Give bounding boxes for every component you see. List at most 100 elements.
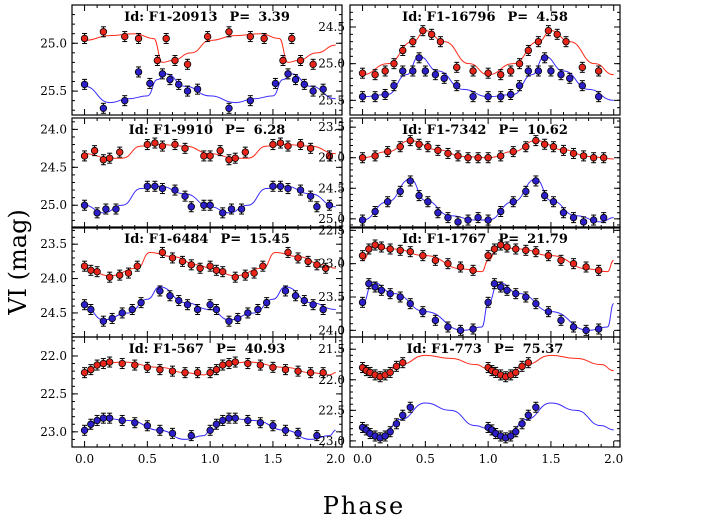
data-point-I: [121, 96, 129, 105]
data-point-I: [569, 213, 578, 222]
data-point-V: [371, 152, 379, 160]
data-point-V: [579, 152, 588, 160]
data-point-V: [469, 67, 477, 75]
data-point-V: [409, 37, 417, 46]
data-point-V: [544, 26, 553, 35]
y-tick-label: 25.5: [318, 93, 345, 107]
panel-period: 40.93: [245, 342, 286, 357]
data-point-V: [390, 59, 398, 68]
panel-title: Id: F1-20913 P= 3.39: [124, 10, 290, 25]
data-point-I: [244, 309, 252, 317]
data-point-V: [80, 34, 89, 43]
data-point-V: [121, 32, 129, 41]
data-point-I: [566, 74, 574, 83]
panel-id: F1-16796: [427, 10, 496, 25]
data-point-V: [396, 143, 404, 151]
data-point-V: [532, 247, 540, 256]
x-tick-label: 1.5: [263, 452, 282, 466]
data-point-V: [549, 143, 558, 151]
data-point-V: [503, 243, 511, 251]
data-point-I: [415, 191, 423, 200]
data-point-V: [309, 60, 317, 69]
data-point-V: [396, 246, 404, 255]
data-point-I: [440, 74, 448, 83]
data-point-I: [594, 92, 603, 101]
y-tick-label: 22.5: [318, 223, 345, 237]
data-point-I: [166, 75, 174, 84]
data-point-V: [225, 28, 233, 36]
y-tick-label: 25.0: [318, 57, 345, 71]
data-point-I: [128, 305, 136, 314]
data-point-V: [284, 142, 292, 150]
panel-period-label: P=: [216, 342, 237, 357]
data-point-V: [183, 60, 192, 69]
data-point-V: [594, 266, 603, 275]
data-point-V: [143, 363, 152, 372]
panel-grid: 25.0 25.5 Id: F1-20913 P= 3.39 24.5 25.0 25.5 Id…: [40, 4, 623, 466]
data-point-I: [444, 213, 452, 222]
x-tick-label: 0.0: [75, 452, 94, 466]
data-point-V: [80, 262, 89, 270]
data-point-I: [532, 177, 540, 185]
data-point-I: [456, 326, 465, 335]
data-point-I: [396, 187, 404, 196]
data-point-I: [99, 104, 108, 113]
data-point-I: [399, 67, 407, 75]
data-point-V: [484, 69, 492, 77]
data-point-I: [589, 216, 598, 224]
data-point-V: [306, 144, 315, 153]
data-point-I: [256, 419, 265, 427]
panel-id: F1-567: [153, 342, 204, 357]
data-point-I: [175, 296, 183, 305]
data-point-I: [137, 298, 145, 307]
data-point-I: [557, 70, 565, 79]
data-point-I: [377, 286, 386, 295]
data-point-V: [419, 26, 427, 35]
data-point-V: [365, 245, 373, 253]
data-point-V: [296, 140, 305, 149]
data-point-V: [99, 28, 108, 36]
data-point-V: [371, 70, 379, 79]
data-point-V: [518, 362, 526, 371]
data-point-I: [371, 283, 379, 291]
data-point-V: [589, 154, 598, 162]
data-point-V: [116, 271, 124, 279]
data-point-I: [193, 85, 202, 93]
data-point-I: [227, 205, 236, 213]
panel-F1-773: 21.5 22.0 22.5 23.0 0.0 0.5 1.0 1.5 2.0 Id: F1-77…: [318, 336, 623, 466]
x-tick-label: 2.0: [326, 452, 345, 466]
data-point-I: [386, 428, 394, 436]
data-point-V: [424, 143, 432, 151]
data-point-V: [406, 247, 414, 256]
data-point-I: [300, 80, 309, 89]
data-point-I: [579, 218, 588, 226]
panel-period-label: P=: [225, 123, 246, 138]
data-point-V: [90, 146, 99, 155]
data-point-V: [484, 154, 492, 162]
x-tick-label: 2.0: [604, 452, 623, 466]
data-point-V: [244, 359, 252, 368]
data-point-V: [203, 32, 212, 41]
data-point-V: [456, 263, 465, 271]
y-tick-label: 23.5: [318, 290, 345, 304]
data-point-I: [518, 420, 526, 428]
data-point-V: [496, 152, 505, 160]
y-tick-label: 23.0: [318, 257, 345, 271]
data-point-I: [532, 403, 540, 411]
data-point-I: [371, 92, 379, 101]
data-point-I: [534, 67, 543, 75]
data-point-I: [143, 422, 152, 430]
y-tick-label: 22.0: [40, 349, 67, 363]
data-point-I: [102, 205, 110, 213]
data-point-I: [484, 216, 492, 224]
data-point-V: [296, 56, 305, 65]
data-point-I: [392, 420, 401, 428]
panel-title: Id: F1-9910 P= 6.28: [129, 123, 286, 138]
data-point-I: [181, 192, 189, 200]
data-point-V: [178, 257, 187, 266]
data-point-I: [390, 81, 398, 90]
panel-F1-7342: 23.5 24.0 24.5 25.0 Id: F1-7342 P= 10.62: [318, 117, 621, 229]
x-tick-label: 1.0: [201, 452, 220, 466]
data-point-V: [358, 69, 367, 77]
